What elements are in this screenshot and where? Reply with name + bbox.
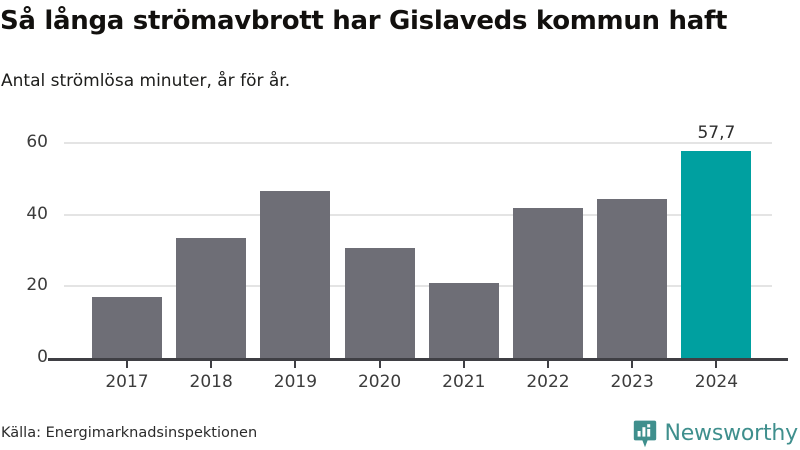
x-axis-tick-label-2024: 2024 <box>694 372 739 392</box>
gridline <box>64 213 772 216</box>
y-axis-tick-label: 40 <box>26 203 48 224</box>
y-axis-tick-label: 20 <box>26 275 48 296</box>
x-axis-tick-mark <box>462 361 465 368</box>
chart-footer: Källa: Energimarknadsinspektionen Newswo… <box>0 418 800 450</box>
source-note: Källa: Energimarknadsinspektionen <box>1 425 258 441</box>
chart-subtitle: Antal strömlösa minuter, år för år. <box>1 71 291 91</box>
bar-2021[interactable] <box>428 282 499 358</box>
newsworthy-pin-bars-icon <box>634 420 657 448</box>
bar-2018[interactable] <box>176 237 247 358</box>
x-axis-tick-label-2021: 2021 <box>442 372 486 392</box>
x-axis-tick-mark <box>210 361 213 368</box>
x-axis-tick-mark <box>294 361 297 368</box>
bar-2023[interactable] <box>597 198 668 358</box>
x-axis-tick-label-2023: 2023 <box>610 372 654 392</box>
x-axis-tick-mark <box>378 361 381 368</box>
bar-2020[interactable] <box>344 248 415 358</box>
x-axis-tick-label-2020: 2020 <box>357 372 402 392</box>
x-axis-tick-mark <box>631 361 634 368</box>
gridline <box>64 142 772 144</box>
x-axis-tick-label-2017: 2017 <box>105 372 149 392</box>
gridline <box>64 285 772 288</box>
bar-chart-plot: 0 20 40 60 2017 2018 2019 2020 2021 2022 2023 2024 5… <box>0 110 800 395</box>
brand-logo: Newsworthy <box>633 419 798 449</box>
x-axis-tick-mark <box>715 361 718 368</box>
page-title: Så långa strömavbrott har Gislaveds komm… <box>0 6 728 36</box>
y-axis-tick-label: 0 <box>37 347 48 367</box>
bar-2017[interactable] <box>92 297 162 358</box>
bar-2022[interactable] <box>513 208 583 358</box>
x-axis-tick-label-2018: 2018 <box>189 372 233 392</box>
brand-wordmark: Newsworthy <box>664 421 798 446</box>
bar-2019[interactable] <box>260 191 331 358</box>
x-axis-line <box>48 358 788 361</box>
x-axis-tick-label-2019: 2019 <box>273 372 318 392</box>
x-axis-tick-mark <box>126 361 128 368</box>
y-axis-tick-label: 60 <box>26 132 48 152</box>
bar-value-label-2024: 57,7 <box>697 123 736 144</box>
x-axis-tick-label-2022: 2022 <box>526 372 570 392</box>
bar-2024[interactable] <box>681 151 752 358</box>
x-axis-tick-mark <box>547 361 549 368</box>
